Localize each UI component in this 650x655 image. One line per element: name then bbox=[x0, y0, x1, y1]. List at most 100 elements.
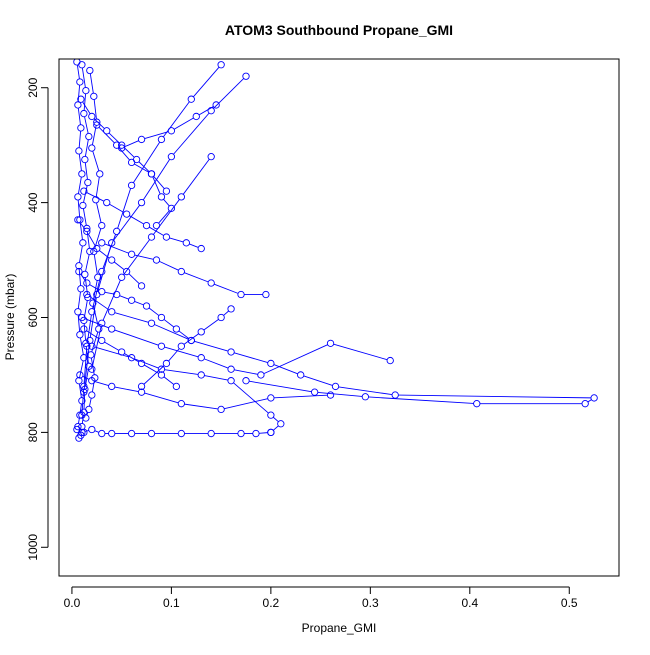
series-segment bbox=[94, 430, 99, 433]
data-point bbox=[118, 273, 126, 281]
series-segment bbox=[198, 106, 214, 116]
x-axis-label: Propane_GMI bbox=[302, 621, 377, 635]
data-point bbox=[81, 155, 89, 164]
data-point bbox=[87, 351, 95, 359]
y-tick-label: 600 bbox=[26, 307, 40, 327]
data-point bbox=[167, 127, 176, 135]
data-point bbox=[473, 400, 481, 408]
data-point bbox=[182, 239, 190, 247]
series-2 bbox=[78, 61, 94, 437]
data-point bbox=[217, 405, 225, 414]
series-segment bbox=[163, 198, 170, 207]
data-point bbox=[267, 359, 275, 368]
series-segment bbox=[92, 326, 102, 367]
data-point bbox=[157, 193, 166, 201]
data-point bbox=[162, 233, 171, 241]
data-point bbox=[83, 224, 91, 233]
data-point bbox=[262, 290, 270, 299]
data-point bbox=[152, 221, 161, 230]
data-point bbox=[127, 429, 136, 438]
series-segment bbox=[132, 141, 161, 183]
series-segment bbox=[79, 360, 84, 378]
data-point bbox=[108, 239, 116, 247]
series-segment bbox=[173, 117, 194, 130]
data-point bbox=[197, 328, 205, 336]
series-segment bbox=[79, 222, 83, 240]
y-tick-label: 400 bbox=[26, 192, 40, 212]
series-segment bbox=[78, 176, 82, 194]
series-segment bbox=[163, 376, 175, 385]
data-point bbox=[92, 196, 100, 204]
series-segment bbox=[82, 101, 91, 114]
data-point bbox=[78, 313, 86, 322]
series-segment bbox=[83, 93, 87, 111]
series-segment bbox=[144, 131, 169, 139]
data-point bbox=[277, 420, 285, 428]
data-point bbox=[80, 109, 88, 118]
series-16 bbox=[137, 305, 235, 391]
series-segment bbox=[82, 375, 90, 380]
data-point bbox=[267, 394, 275, 402]
series-segment bbox=[184, 403, 219, 410]
x-tick-label: 0.1 bbox=[163, 596, 180, 610]
series-segment bbox=[113, 261, 125, 270]
y-tick-label: 1000 bbox=[26, 534, 40, 561]
data-point bbox=[172, 382, 181, 391]
series-18 bbox=[118, 101, 220, 152]
data-point bbox=[80, 187, 88, 195]
series-segment bbox=[124, 353, 140, 363]
data-point bbox=[88, 377, 96, 385]
data-point bbox=[81, 270, 89, 279]
data-point bbox=[142, 302, 151, 310]
series-segment bbox=[78, 131, 82, 148]
data-point bbox=[78, 61, 86, 69]
series-segment bbox=[144, 364, 159, 374]
data-point bbox=[167, 153, 176, 161]
series-9 bbox=[88, 342, 285, 437]
data-point bbox=[132, 155, 141, 164]
data-point bbox=[157, 135, 166, 144]
data-point bbox=[177, 429, 185, 438]
series-segment bbox=[149, 226, 164, 236]
data-point bbox=[147, 319, 156, 327]
series-segment bbox=[184, 272, 209, 283]
series-1 bbox=[73, 59, 88, 442]
data-point bbox=[88, 365, 96, 373]
data-point bbox=[242, 377, 250, 385]
series-12 bbox=[75, 267, 195, 345]
series-segment bbox=[398, 394, 591, 399]
x-tick-label: 0.3 bbox=[362, 596, 379, 610]
data-point bbox=[227, 305, 235, 313]
data-point bbox=[82, 86, 90, 95]
data-point bbox=[78, 411, 86, 419]
data-point bbox=[88, 144, 96, 152]
data-point bbox=[162, 187, 171, 195]
series-segment bbox=[77, 291, 81, 309]
series-segment bbox=[104, 243, 129, 254]
data-point bbox=[84, 178, 92, 187]
series-11 bbox=[73, 425, 275, 438]
series-segment bbox=[84, 116, 89, 134]
series-19 bbox=[80, 325, 181, 391]
data-point bbox=[326, 391, 335, 399]
series-segment bbox=[338, 386, 393, 396]
series-segment bbox=[223, 310, 229, 316]
series-segment bbox=[168, 348, 180, 362]
data-point bbox=[207, 279, 215, 287]
data-point bbox=[326, 339, 335, 347]
series-segment bbox=[173, 112, 210, 155]
data-point bbox=[88, 425, 96, 434]
series-segment bbox=[93, 99, 97, 120]
data-point bbox=[361, 393, 370, 401]
series-7 bbox=[83, 290, 598, 408]
series-segment bbox=[98, 127, 115, 144]
series-segment bbox=[86, 412, 89, 416]
data-series bbox=[73, 59, 598, 442]
series-segment bbox=[83, 300, 88, 318]
data-point bbox=[197, 354, 205, 362]
data-point bbox=[157, 342, 166, 350]
data-point bbox=[252, 429, 260, 438]
series-segment bbox=[83, 343, 90, 390]
data-point bbox=[242, 72, 250, 80]
series-segment bbox=[102, 280, 121, 321]
